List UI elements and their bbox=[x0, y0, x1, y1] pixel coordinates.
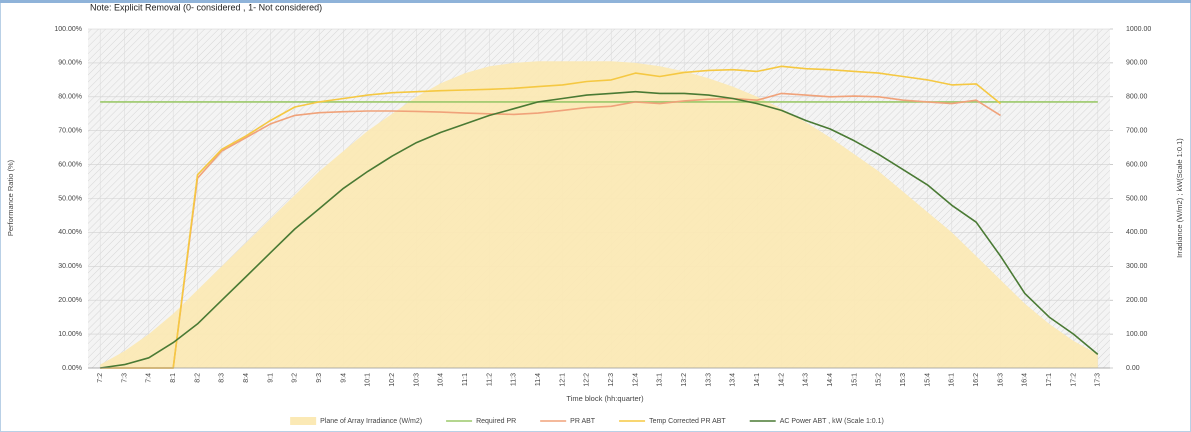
x-tick-label: 9:3 bbox=[316, 373, 323, 383]
x-tick-label: 17:2 bbox=[1070, 373, 1077, 387]
legend-label: Plane of Array Irradiance (W/m2) bbox=[320, 418, 422, 425]
y-axis-title: Performance Ratio (%) bbox=[6, 159, 15, 236]
x-tick-label: 14:2 bbox=[778, 373, 785, 387]
x-tick-label: 8:2 bbox=[194, 373, 201, 383]
plot bbox=[88, 28, 1110, 369]
y2-tick-label: 800.00 bbox=[1126, 94, 1148, 101]
x-tick-label: 7:4 bbox=[146, 373, 153, 383]
x-tick-label: 13:1 bbox=[657, 373, 664, 387]
legend-label: PR ABT bbox=[570, 418, 596, 425]
x-tick-label: 11:2 bbox=[486, 373, 493, 386]
legend-label: Temp Corrected PR ABT bbox=[649, 418, 726, 425]
y-tick-label: 20.00% bbox=[58, 297, 82, 304]
x-tick-label: 15:1 bbox=[851, 373, 858, 387]
x-tick-label: 10:4 bbox=[438, 373, 445, 387]
x-tick-label: 9:4 bbox=[340, 373, 347, 383]
x-axis-title: Time block (hh:quarter) bbox=[566, 394, 644, 403]
x-tick-label: 14:4 bbox=[827, 373, 834, 387]
x-tick-label: 16:3 bbox=[997, 373, 1004, 387]
y-tick-label: 50.00% bbox=[58, 195, 82, 202]
note: Note: Explicit Removal (0- considered , … bbox=[90, 2, 322, 12]
y-tick-label: 30.00% bbox=[58, 263, 82, 270]
x-tick-label: 8:4 bbox=[243, 373, 250, 383]
x-tick-label: 12:2 bbox=[584, 373, 591, 387]
y2-tick-label: 1000.00 bbox=[1126, 26, 1151, 33]
x-tick-label: 9:2 bbox=[292, 373, 299, 383]
x-tick-label: 15:4 bbox=[924, 373, 931, 387]
x-tick-label: 12:3 bbox=[608, 373, 615, 387]
legend: Plane of Array Irradiance (W/m2) Required… bbox=[290, 417, 884, 425]
line bbox=[100, 92, 1001, 369]
line bbox=[100, 90, 1099, 369]
x-tick-label: 13:2 bbox=[681, 373, 688, 387]
y2-tick-label: 0.00 bbox=[1126, 365, 1140, 372]
y2-tick-label: 300.00 bbox=[1126, 263, 1148, 270]
x-tick-label: 11:1 bbox=[462, 373, 469, 386]
x-tick-label: 9:1 bbox=[267, 373, 274, 383]
x-tick-label: 10:2 bbox=[389, 373, 396, 387]
y-tick-label: 100.00% bbox=[54, 26, 82, 33]
area bbox=[100, 61, 1098, 368]
y2-tick-label: 200.00 bbox=[1126, 297, 1148, 304]
y2-tick-label: 900.00 bbox=[1126, 60, 1148, 67]
y-tick-label: 70.00% bbox=[58, 128, 82, 135]
legend-swatch bbox=[290, 417, 317, 425]
x-tick-label: 12:4 bbox=[632, 373, 639, 387]
x-tick-label: 13:3 bbox=[705, 373, 712, 387]
x-tick-label: 12:1 bbox=[559, 373, 566, 387]
legend-item: PR ABT bbox=[540, 418, 596, 425]
x-tick-label: 15:3 bbox=[900, 373, 907, 387]
x-tick-label: 11:4 bbox=[535, 373, 542, 386]
legend-item: AC Power ABT , kW (Scale 1:0.1) bbox=[749, 418, 884, 425]
y-tick-label: 90.00% bbox=[58, 60, 82, 67]
x-tick-label: 13:4 bbox=[730, 373, 737, 387]
y-tick-label: 80.00% bbox=[58, 94, 82, 101]
x-tick-label: 16:1 bbox=[949, 373, 956, 387]
x-tick-label: 10:1 bbox=[365, 373, 372, 387]
y2-axis-title: Irradiance (W/m2) ; kW(Scale 1:0.1) bbox=[1175, 138, 1184, 258]
x-tick-label: 10:3 bbox=[413, 373, 420, 387]
y2-tick-label: 700.00 bbox=[1126, 128, 1148, 135]
y2-tick-label: 600.00 bbox=[1126, 161, 1148, 168]
x-tick-label: 8:1 bbox=[170, 373, 177, 383]
x-tick-label: 11:3 bbox=[511, 373, 518, 386]
x-tick-label: 14:3 bbox=[803, 373, 810, 387]
x-tick-label: 7:3 bbox=[121, 373, 128, 383]
y-tick-label: 0.00% bbox=[62, 365, 82, 372]
y2-tick-label: 400.00 bbox=[1126, 229, 1148, 236]
x-tick-label: 16:2 bbox=[973, 373, 980, 387]
y2-tick-label: 500.00 bbox=[1126, 195, 1148, 202]
legend-label: AC Power ABT , kW (Scale 1:0.1) bbox=[780, 418, 884, 425]
x-tick-label: 14:1 bbox=[754, 373, 761, 387]
legend-label: Required PR bbox=[476, 418, 516, 425]
legend-item: Required PR bbox=[446, 418, 516, 425]
x-tick-label: 8:3 bbox=[219, 373, 226, 383]
y-tick-label: 10.00% bbox=[58, 331, 82, 338]
legend-item: Temp Corrected PR ABT bbox=[619, 418, 726, 425]
y-tick-label: 40.00% bbox=[58, 229, 82, 236]
y2-tick-label: 100.00 bbox=[1126, 331, 1148, 338]
x-tick-label: 7:2 bbox=[97, 373, 104, 383]
x-tick-label: 16:4 bbox=[1022, 373, 1029, 387]
x-tick-label: 17:3 bbox=[1095, 373, 1102, 387]
x-tick-label: 15:2 bbox=[876, 373, 883, 387]
x-tick-label: 17:1 bbox=[1046, 373, 1053, 387]
y-tick-label: 60.00% bbox=[58, 161, 82, 168]
line bbox=[100, 65, 1002, 369]
legend-item: Plane of Array Irradiance (W/m2) bbox=[290, 417, 422, 425]
